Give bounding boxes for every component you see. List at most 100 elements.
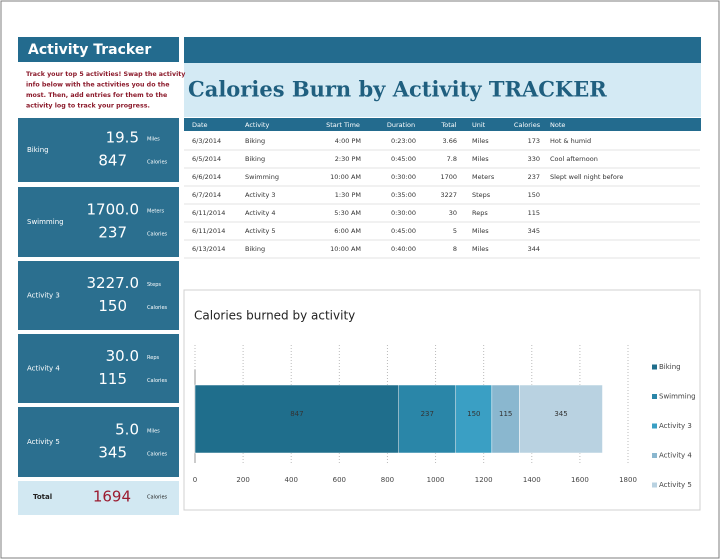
activity-name: Swimming <box>27 218 64 226</box>
table-cell: Miles <box>472 155 489 163</box>
bar-segment <box>398 384 457 454</box>
legend-swatch <box>652 482 657 488</box>
table-cell: Miles <box>472 245 489 253</box>
activity-block <box>18 334 179 403</box>
activity-unit: Reps <box>147 355 159 361</box>
x-tick-label: 600 <box>333 476 346 484</box>
table-cell: Swimming <box>245 173 279 181</box>
chart-title: Calories burned by activity <box>194 309 355 323</box>
table-cell: Activity 5 <box>245 227 276 235</box>
table-cell: Steps <box>472 191 491 199</box>
table-cell: 344 <box>528 245 540 253</box>
table-cell: 330 <box>528 155 540 163</box>
header-bar <box>184 37 701 63</box>
calories-unit: Calories <box>147 232 168 238</box>
activity-name: Activity 5 <box>27 438 60 446</box>
data-label: 237 <box>421 410 434 418</box>
table-cell: Activity 3 <box>245 191 276 199</box>
x-tick-label: 1800 <box>619 476 637 484</box>
column-header: Duration <box>387 121 415 129</box>
x-tick-label: 400 <box>285 476 298 484</box>
table-cell: 2:30 PM <box>335 155 361 163</box>
bar-segment <box>194 384 400 454</box>
column-header: Unit <box>472 121 486 129</box>
table-cell: 173 <box>528 137 540 145</box>
legend-label: Biking <box>659 363 681 371</box>
table-cell: 3.66 <box>443 137 457 145</box>
activity-calories: 345 <box>98 444 127 462</box>
bar-segment <box>491 384 520 454</box>
x-tick-label: 1400 <box>523 476 541 484</box>
total-block <box>18 481 179 515</box>
instructions: most. Then, add entries for them to the <box>26 92 167 99</box>
activity-block <box>18 407 179 477</box>
calories-unit: Calories <box>147 160 168 166</box>
x-tick-label: 800 <box>381 476 394 484</box>
table-cell: 10:00 AM <box>330 173 361 181</box>
column-header: Calories <box>514 121 541 129</box>
table-cell: 6/3/2014 <box>192 137 221 145</box>
column-header: Date <box>192 121 208 129</box>
activity-value: 1700.0 <box>87 201 140 219</box>
x-tick-label: 200 <box>236 476 249 484</box>
activity-calories: 237 <box>98 224 127 242</box>
x-tick-label: 1600 <box>571 476 589 484</box>
table-cell: 3227 <box>440 191 457 199</box>
activity-unit: Steps <box>147 282 161 288</box>
activity-value: 19.5 <box>106 129 139 147</box>
table-cell: 7.8 <box>447 155 457 163</box>
total-unit: Calories <box>147 495 168 501</box>
calories-unit: Calories <box>147 452 168 458</box>
legend-swatch <box>652 453 657 458</box>
table-cell: 8 <box>453 245 457 253</box>
table-cell: 4:00 PM <box>335 137 361 145</box>
table-cell: 345 <box>528 227 540 235</box>
table-cell: 0:30:00 <box>391 173 416 181</box>
activity-value: 5.0 <box>115 421 139 439</box>
table-cell: 1700 <box>440 173 457 181</box>
table-cell: Activity 4 <box>245 209 276 217</box>
activity-name: Activity 3 <box>27 292 60 300</box>
activity-value: 30.0 <box>106 347 139 365</box>
table-cell: 0:23:00 <box>391 137 416 145</box>
x-tick-label: 1000 <box>427 476 445 484</box>
total-value: 1694 <box>93 488 131 506</box>
header-band <box>184 63 701 117</box>
table-cell: 6/6/2014 <box>192 173 221 181</box>
column-header: Activity <box>245 121 269 129</box>
table-cell: 0:45:00 <box>391 227 416 235</box>
total-label: Total <box>33 493 52 501</box>
instructions: Track your top 5 activities! Swap the ac… <box>26 71 185 78</box>
table-cell: 6:00 AM <box>334 227 361 235</box>
activity-unit: Miles <box>147 429 160 435</box>
table-cell: Biking <box>245 137 265 145</box>
activity-block <box>18 261 179 330</box>
table-cell: 150 <box>528 191 540 199</box>
table-cell: Miles <box>472 137 489 145</box>
activity-value: 3227.0 <box>87 274 140 292</box>
data-label: 847 <box>290 410 303 418</box>
table-cell: 0:35:00 <box>391 191 416 199</box>
activity-block <box>18 187 179 257</box>
data-label: 150 <box>467 410 480 418</box>
sidebar-title: Activity Tracker <box>28 42 151 58</box>
table-header-bar <box>184 118 701 131</box>
column-header: Start Time <box>326 121 360 129</box>
activity-name: Biking <box>27 146 49 154</box>
table-cell: 0:40:00 <box>391 245 416 253</box>
table-cell: 6/7/2014 <box>192 191 221 199</box>
activity-name: Activity 4 <box>27 365 60 373</box>
table-cell: 0:45:00 <box>391 155 416 163</box>
instructions: activity log to track your progress. <box>26 103 150 110</box>
table-cell: Reps <box>472 209 488 217</box>
table-cell: 1:30 PM <box>335 191 361 199</box>
sidebar-title-bar <box>18 37 179 62</box>
table-cell: 5 <box>453 227 457 235</box>
activity-unit: Meters <box>147 209 164 215</box>
table-cell: 237 <box>528 173 540 181</box>
legend-label: Activity 3 <box>659 422 692 430</box>
table-cell: 6/13/2014 <box>192 245 225 253</box>
bar-segment <box>455 384 493 454</box>
x-tick-label: 0 <box>193 476 197 484</box>
